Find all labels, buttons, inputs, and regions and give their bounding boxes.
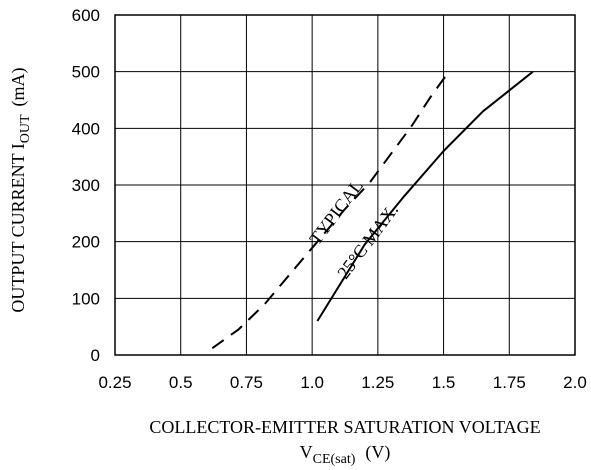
- x-tick-label: 1.5: [432, 373, 456, 392]
- y-tick-label: 0: [91, 346, 100, 365]
- x-axis-symbol-subscript: CE(sat): [313, 452, 356, 467]
- x-tick-label: 0.5: [169, 373, 193, 392]
- y-axis-title-text: OUTPUT CURRENT IOUT (mA): [8, 67, 33, 312]
- x-tick-label: 0.75: [230, 373, 263, 392]
- tick-labels: 0.25 0.5 0.75 1.0 1.25 1.5 1.75 2.0 0 100 200 300 40…: [72, 6, 587, 392]
- x-tick-label: 0.25: [98, 373, 131, 392]
- grid: [114, 14, 576, 356]
- x-tick-label: 1.0: [300, 373, 324, 392]
- y-axis-title: OUTPUT CURRENT IOUT (mA): [8, 67, 33, 312]
- x-axis-symbol: VCE(sat) (V): [300, 442, 391, 467]
- plot-frame: [114, 14, 576, 356]
- y-axis-title-base: OUTPUT CURRENT I: [8, 143, 28, 312]
- x-axis-title: COLLECTOR-EMITTER SATURATION VOLTAGE: [149, 417, 540, 437]
- series-line-25c-max: [316, 70, 534, 322]
- y-tick-label: 400: [72, 119, 100, 138]
- x-tick-label: 1.25: [361, 373, 394, 392]
- x-axis-symbol-base: V: [300, 442, 313, 462]
- y-tick-label: 500: [72, 63, 100, 82]
- x-axis-symbol-unit: (V): [365, 442, 390, 463]
- series-line-typical: [211, 71, 450, 350]
- x-tick-label: 1.75: [493, 373, 526, 392]
- y-axis-title-unit: (mA): [8, 67, 29, 106]
- curve-labels: TYPICAL 25°C MAX.: [305, 176, 402, 283]
- series-group: [211, 70, 534, 350]
- y-axis-title-subscript: OUT: [18, 114, 33, 143]
- y-tick-label: 100: [72, 289, 100, 308]
- y-tick-label: 200: [72, 233, 100, 252]
- y-tick-label: 600: [72, 6, 100, 25]
- y-tick-label: 300: [72, 176, 100, 195]
- x-tick-label: 2.0: [563, 373, 587, 392]
